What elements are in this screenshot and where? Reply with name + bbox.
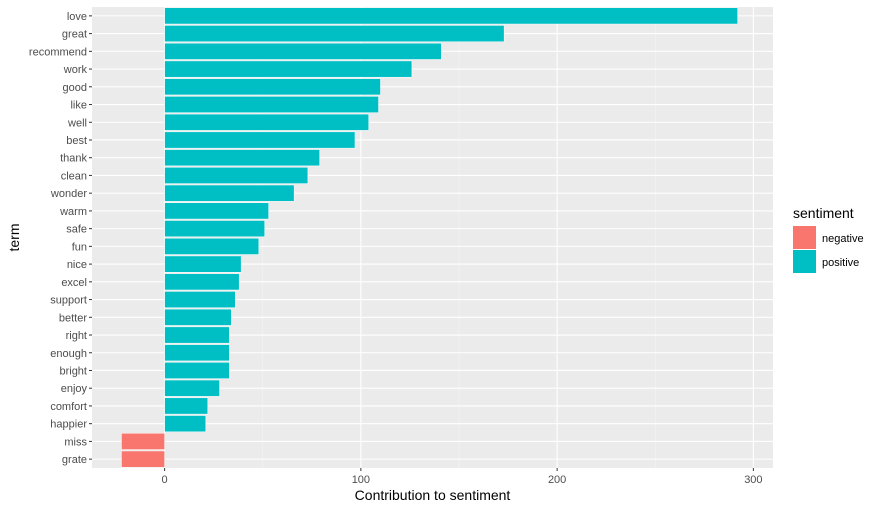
- y-tick-label: wonder: [50, 188, 87, 200]
- y-tick-label: work: [63, 64, 88, 76]
- bar-fun: [164, 237, 260, 255]
- bar-enjoy: [164, 379, 220, 397]
- y-tick-label: miss: [64, 436, 87, 448]
- x-tick-label: 0: [162, 474, 168, 486]
- legend: sentiment negative positive: [793, 205, 864, 273]
- x-tick-label: 200: [548, 474, 566, 486]
- bar-work: [164, 60, 413, 78]
- legend-key-positive: [793, 250, 816, 273]
- bar-best: [164, 131, 356, 149]
- y-tick-label: safe: [66, 224, 87, 236]
- y-tick-label: love: [67, 11, 87, 23]
- y-tick-label: happier: [50, 419, 87, 431]
- y-tick-label: recommend: [29, 46, 87, 58]
- legend-label-negative: negative: [822, 233, 864, 245]
- bar-safe: [164, 220, 265, 238]
- y-tick-label: well: [67, 117, 87, 129]
- bar-comfort: [164, 397, 209, 415]
- y-tick-label: right: [66, 330, 87, 342]
- legend-title: sentiment: [793, 205, 854, 221]
- bar-thank: [164, 149, 320, 167]
- x-tick-label: 100: [352, 474, 370, 486]
- y-tick-label: grate: [62, 454, 87, 466]
- legend-key-negative: [793, 226, 816, 249]
- bar-bright: [164, 362, 230, 379]
- bar-grate: [121, 450, 165, 468]
- bars: [121, 7, 738, 468]
- y-tick-label: support: [50, 295, 87, 307]
- y-tick-label: nice: [67, 259, 87, 271]
- bar-great: [164, 25, 505, 43]
- y-axis-title: term: [6, 224, 22, 252]
- x-axis-title: Contribution to sentiment: [355, 487, 511, 503]
- y-tick-label: enjoy: [61, 383, 88, 395]
- x-axis-ticks: 0 100 200 300: [162, 468, 763, 486]
- bar-clean: [164, 167, 309, 184]
- bar-enough: [164, 344, 230, 362]
- y-tick-label: excel: [61, 277, 87, 289]
- y-tick-label: better: [59, 312, 87, 324]
- y-tick-label: comfort: [50, 401, 87, 413]
- y-tick-label: clean: [61, 170, 87, 182]
- bar-warm: [164, 202, 269, 220]
- y-tick-label: thank: [60, 153, 87, 165]
- bar-happier: [164, 415, 207, 433]
- y-tick-label: best: [66, 135, 87, 147]
- bar-like: [164, 96, 379, 113]
- bar-nice: [164, 255, 242, 273]
- bar-better: [164, 308, 232, 326]
- bar-wonder: [164, 184, 295, 202]
- bar-well: [164, 113, 369, 131]
- y-tick-label: bright: [59, 365, 87, 377]
- bar-love: [164, 7, 738, 25]
- y-tick-label: like: [70, 100, 87, 112]
- y-tick-label: great: [62, 29, 87, 41]
- legend-label-positive: positive: [822, 257, 859, 269]
- y-tick-label: enough: [50, 348, 87, 360]
- bar-good: [164, 78, 381, 96]
- bar-miss: [121, 432, 165, 450]
- y-axis-ticks: love great recommend work good like well best th…: [29, 11, 92, 466]
- bar-support: [164, 291, 236, 308]
- y-tick-label: good: [63, 82, 87, 94]
- y-tick-label: fun: [72, 241, 87, 253]
- bar-excel: [164, 273, 240, 291]
- bar-right: [164, 326, 230, 344]
- bar-recommend: [164, 42, 442, 60]
- y-tick-label: warm: [59, 206, 87, 218]
- x-tick-label: 300: [744, 474, 762, 486]
